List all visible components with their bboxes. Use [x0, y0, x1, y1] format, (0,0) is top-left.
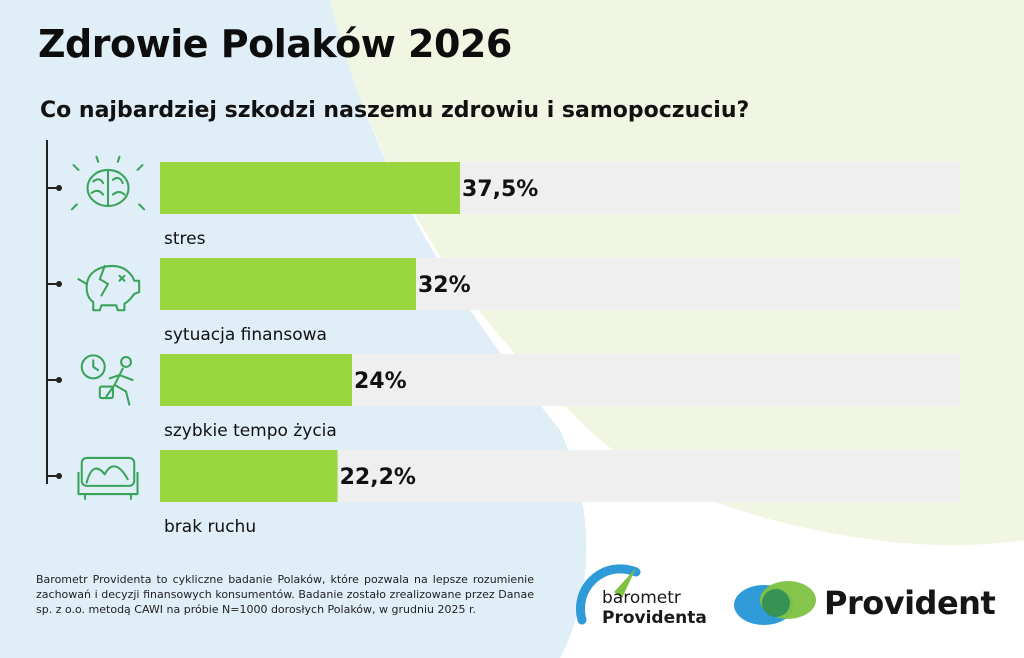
bar-value-label: 32%: [418, 273, 471, 298]
provident-logo-text: Provident: [824, 584, 996, 622]
bar-value-label: 37,5%: [462, 177, 538, 202]
row-marker-dot: [56, 281, 62, 287]
category-label: szybkie tempo życia: [164, 421, 337, 441]
barometr-logo-text: barometr: [602, 588, 681, 608]
bar: [160, 450, 338, 502]
couch-icon: [77, 456, 139, 500]
row-marker-dot: [56, 185, 62, 191]
row-marker-dot: [56, 473, 62, 479]
clock-running-man-icon: [80, 354, 134, 406]
category-label: stres: [164, 229, 206, 249]
brain-icon: [70, 155, 146, 211]
chart-question: Co najbardziej szkodzi naszemu zdrowiu i…: [40, 98, 750, 123]
row-marker-dot: [56, 377, 62, 383]
category-label: sytuacja finansowa: [164, 325, 327, 345]
bar-value-label: 24%: [354, 369, 407, 394]
category-label: brak ruchu: [164, 517, 256, 537]
barometr-logo-icon: [575, 564, 641, 625]
footnote: Barometr Providenta to cykliczne badanie…: [36, 573, 534, 616]
barometr-logo-text-bold: Providenta: [602, 608, 707, 628]
bar: [160, 162, 460, 214]
page-title: Zdrowie Polaków 2026: [38, 22, 512, 66]
bar: [160, 258, 416, 310]
provident-logo-icon: [734, 581, 816, 625]
broken-piggy-bank-icon: [77, 264, 141, 312]
bar: [160, 354, 352, 406]
bar-value-label: 22,2%: [340, 465, 416, 490]
